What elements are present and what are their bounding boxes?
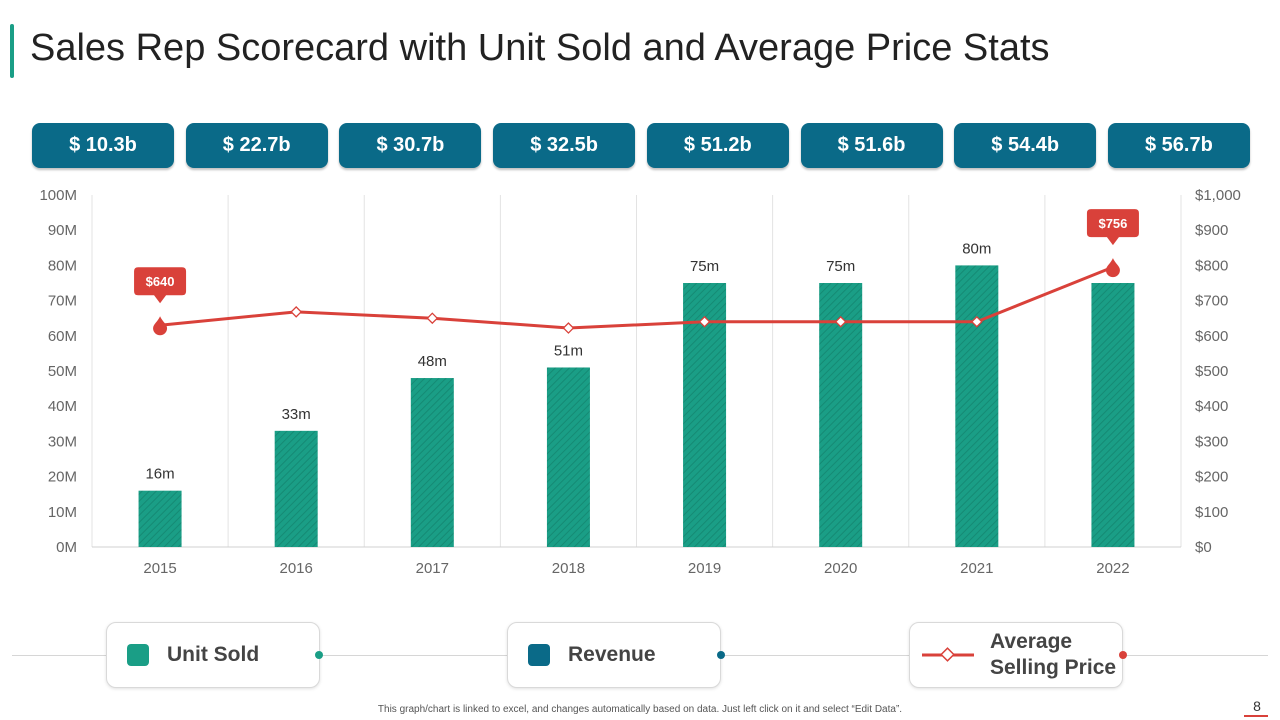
right-axis-tick: $0: [1195, 539, 1212, 556]
right-axis-tick: $800: [1195, 257, 1228, 274]
revenue-box-2022: $ 56.7b: [1107, 123, 1250, 168]
legend-revenue[interactable]: Revenue: [507, 622, 721, 688]
average-price-point: [698, 315, 711, 328]
legend-average-price-line2: Selling Price: [990, 656, 1117, 679]
unit-sold-bar: [274, 430, 318, 547]
revenue-box-2017: $ 30.7b: [339, 123, 482, 168]
right-axis-tick: $1,000: [1195, 187, 1241, 204]
left-axis-tick: 0M: [56, 539, 77, 556]
price-callout-label: $756: [1098, 216, 1127, 231]
unit-sold-data-label: 33m: [282, 406, 311, 423]
revenue-box-2016: $ 22.7b: [185, 123, 328, 168]
average-price-point: [834, 315, 847, 328]
right-axis-tick: $400: [1195, 398, 1228, 415]
left-axis-tick: 70M: [48, 293, 77, 310]
unit-sold-data-label: 75m: [826, 258, 855, 275]
unit-sold-data-label: 48m: [418, 353, 447, 370]
right-axis-tick: $200: [1195, 469, 1228, 486]
legend-average-price-dot: [1119, 651, 1127, 659]
price-callout-label: $640: [146, 274, 175, 289]
revenue-box-2018: $ 32.5b: [493, 123, 636, 168]
unit-sold-bar: [955, 265, 999, 547]
x-axis-tick: 2020: [824, 560, 857, 577]
combo-chart[interactable]: 16m 33m 48m 51m 75m 75m 80m $640 $756 0M 10M 20M 30…: [0, 180, 1280, 590]
unit-sold-bar: [1091, 283, 1135, 547]
legend-unit-sold-dot: [315, 651, 323, 659]
legend-average-price-line1: Average: [990, 630, 1073, 653]
legend-revenue-dot: [717, 651, 725, 659]
average-price-drop-marker: [1105, 258, 1120, 278]
line-marker-icon: [922, 647, 974, 662]
unit-sold-swatch: [127, 644, 149, 666]
price-callout-bubble: [1086, 209, 1139, 246]
unit-sold-data-label: 75m: [690, 258, 719, 275]
unit-sold-data-label: 51m: [554, 342, 583, 359]
page-number: 8: [1253, 698, 1261, 714]
x-axis-tick: 2018: [552, 560, 585, 577]
average-price-point: [562, 322, 575, 334]
revenue-box-2015: $ 10.3b: [32, 123, 174, 168]
left-axis-tick: 40M: [48, 398, 77, 415]
left-axis-tick: 100M: [39, 187, 77, 204]
title-accent-bar: [10, 24, 14, 78]
x-axis-tick: 2022: [1096, 560, 1129, 577]
left-axis-tick: 50M: [48, 363, 77, 380]
left-axis-tick: 10M: [48, 504, 77, 521]
unit-sold-data-label: 80m: [962, 240, 991, 257]
right-axis-tick: $700: [1195, 293, 1228, 310]
unit-sold-bar: [546, 367, 590, 547]
revenue-box-2020: $ 51.6b: [800, 123, 943, 168]
right-axis-tick: $600: [1195, 328, 1228, 345]
right-axis-tick: $300: [1195, 433, 1228, 450]
x-axis-tick: 2015: [143, 560, 176, 577]
legend-unit-sold-label: Unit Sold: [167, 643, 260, 666]
average-price-point: [290, 305, 303, 318]
x-axis-tick: 2021: [960, 560, 993, 577]
left-axis-tick: 20M: [48, 469, 77, 486]
legend-revenue-label: Revenue: [568, 643, 656, 666]
legend-unit-sold[interactable]: Unit Sold: [106, 622, 320, 688]
legend-average-selling-price[interactable]: Average Selling Price: [909, 622, 1123, 688]
price-callout-bubble: [134, 267, 187, 304]
average-price-point: [426, 312, 439, 325]
page-number-underline: [1244, 715, 1268, 717]
footnote: This graph/chart is linked to excel, and…: [377, 704, 903, 715]
unit-sold-data-label: 16m: [145, 466, 174, 483]
left-axis-tick: 30M: [48, 433, 77, 450]
left-axis-tick: 60M: [48, 328, 77, 345]
revenue-box-2021: $ 54.4b: [954, 123, 1097, 168]
x-axis-tick: 2017: [416, 560, 449, 577]
x-axis-tick: 2019: [688, 560, 721, 577]
average-price-drop-marker: [153, 316, 168, 336]
revenue-swatch: [528, 644, 550, 666]
revenue-row: $ 10.3b $ 22.7b $ 30.7b $ 32.5b $ 51.2b …: [32, 123, 1250, 168]
unit-sold-bar: [138, 490, 182, 547]
unit-sold-bar: [410, 378, 454, 547]
legend-average-price-label: Average Selling Price: [990, 629, 1116, 681]
right-axis-tick: $100: [1195, 504, 1228, 521]
left-axis-tick: 90M: [48, 222, 77, 239]
right-axis-tick: $900: [1195, 222, 1228, 239]
revenue-box-2019: $ 51.2b: [646, 123, 789, 168]
x-axis-tick: 2016: [280, 560, 313, 577]
left-axis-tick: 80M: [48, 257, 77, 274]
average-price-point: [970, 315, 983, 328]
average-price-line: [159, 265, 1114, 330]
page-title: Sales Rep Scorecard with Unit Sold and A…: [30, 27, 1050, 69]
right-axis-tick: $500: [1195, 363, 1228, 380]
